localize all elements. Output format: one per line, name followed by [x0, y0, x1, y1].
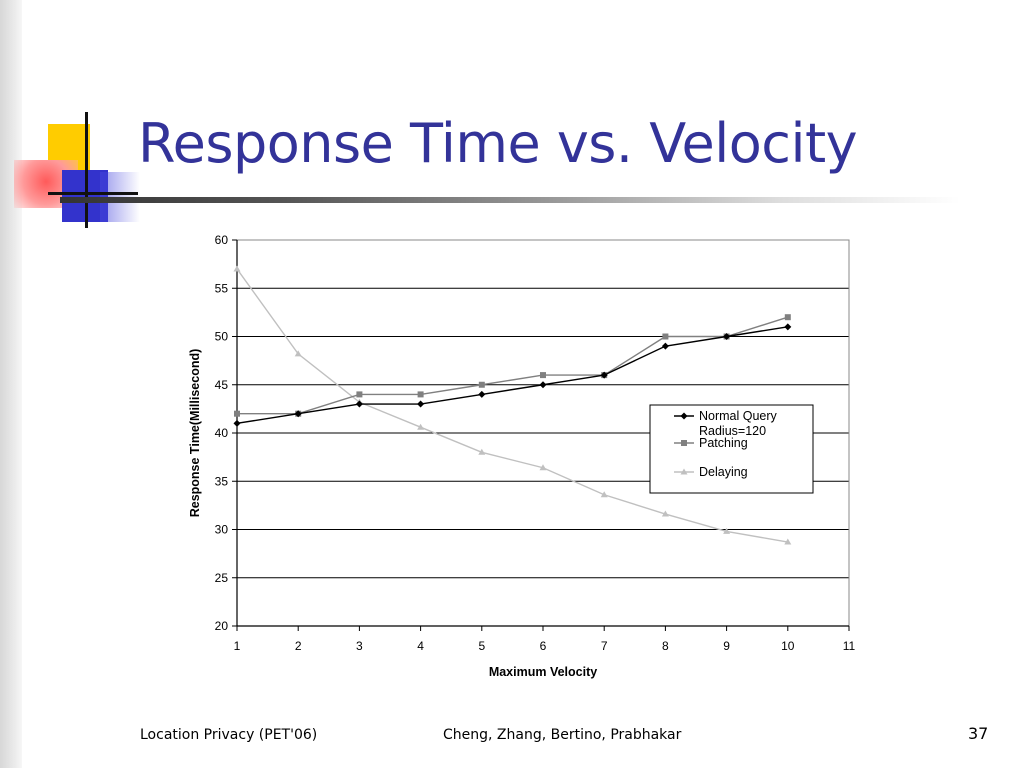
footer-authors: Cheng, Zhang, Bertino, Prabhakar: [443, 727, 682, 743]
page-title: Response Time vs. Velocity: [138, 112, 858, 175]
x-tick-label: 2: [295, 639, 302, 653]
logo-vertical-line: [85, 112, 88, 228]
x-tick-label: 1: [234, 639, 241, 653]
y-tick-label: 55: [215, 281, 229, 295]
legend-marker-normal-query: [680, 412, 688, 420]
legend-marker-patching: [681, 440, 687, 446]
x-tick-label: 5: [478, 639, 485, 653]
x-tick-label: 3: [356, 639, 363, 653]
data-point-normal-query: [478, 390, 486, 398]
data-point-patching: [417, 391, 424, 398]
data-point-normal-query: [661, 342, 669, 350]
data-point-delaying: [478, 448, 486, 455]
x-tick-label: 6: [540, 639, 547, 653]
data-point-normal-query: [539, 381, 547, 389]
series-line-delaying: [236, 268, 788, 543]
title-underline: [60, 197, 960, 203]
data-point-patching: [234, 410, 240, 417]
data-point-delaying: [600, 491, 608, 498]
y-tick-label: 45: [215, 378, 229, 392]
legend-marker-delaying: [680, 468, 688, 475]
x-tick-label: 11: [843, 639, 856, 653]
y-tick-label: 50: [215, 330, 229, 344]
data-point-normal-query: [417, 400, 425, 408]
logo-horizontal-line: [48, 192, 138, 195]
data-point-delaying: [784, 538, 792, 545]
y-tick-label: 40: [215, 426, 229, 440]
legend-label-normal-query: Radius=120: [699, 424, 766, 438]
data-point-patching: [356, 391, 363, 398]
legend-label-patching: Patching: [699, 436, 748, 450]
series-line-normal-query: [236, 326, 788, 425]
data-point-patching: [784, 314, 791, 321]
data-point-delaying: [417, 423, 425, 430]
y-tick-label: 30: [215, 523, 229, 537]
data-point-delaying: [661, 510, 669, 517]
left-edge-strip: [0, 0, 22, 768]
legend-box: [649, 404, 814, 494]
data-point-normal-query: [233, 419, 241, 427]
x-tick-label: 9: [723, 639, 730, 653]
data-point-delaying: [723, 527, 731, 534]
data-point-patching: [662, 333, 669, 340]
series-normal-query: [233, 323, 792, 427]
data-point-normal-query: [600, 371, 608, 379]
y-tick-label: 25: [215, 571, 229, 585]
data-point-normal-query: [723, 333, 731, 340]
data-point-delaying: [294, 350, 302, 357]
y-tick-label: 35: [215, 474, 229, 488]
data-point-patching: [478, 381, 485, 388]
x-tick-label: 8: [662, 639, 669, 653]
data-point-normal-query: [784, 323, 792, 331]
data-point-normal-query: [355, 400, 363, 408]
series-line-patching: [237, 316, 789, 415]
footer-conference: Location Privacy (PET'06): [140, 727, 318, 743]
data-point-patching: [540, 372, 546, 379]
y-tick-label: 60: [215, 233, 229, 247]
x-axis-label: Maximum Velocity: [489, 665, 597, 679]
legend-label-delaying: Delaying: [699, 465, 748, 479]
page-number: 37: [968, 724, 989, 743]
x-tick-label: 4: [417, 639, 424, 653]
y-tick-label: 20: [215, 619, 229, 633]
data-point-delaying: [233, 265, 241, 272]
x-tick-label: 10: [781, 639, 795, 653]
series-patching: [234, 314, 791, 417]
data-point-delaying: [539, 464, 547, 471]
x-tick-label: 7: [601, 639, 608, 653]
legend-label-normal-query: Normal Query: [699, 409, 778, 423]
data-point-normal-query: [294, 410, 302, 418]
y-axis-label: Response Time(Millisecond): [188, 349, 202, 518]
